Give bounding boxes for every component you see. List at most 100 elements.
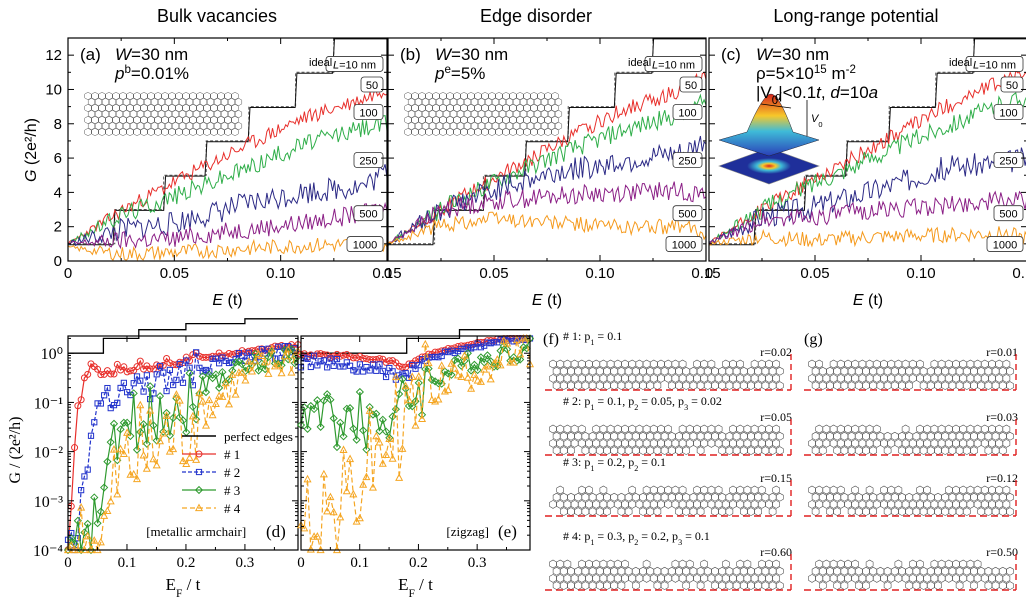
ribbon-cell (851, 559, 859, 569)
marker-diamond (486, 357, 495, 366)
ribbon-cell (991, 566, 1000, 576)
lattice-cell (435, 109, 444, 119)
ribbon-cell (750, 574, 759, 583)
ribbon-cell (905, 446, 913, 455)
ribbon-cell (678, 359, 687, 369)
lattice-cell (425, 127, 433, 137)
ribbon-cell (934, 446, 942, 455)
marker-square (212, 355, 219, 362)
ribbon-cell (596, 581, 604, 590)
ribbon-cell (765, 559, 773, 569)
lattice-cell (147, 103, 155, 113)
lattice-cell (467, 91, 475, 101)
lattice-cell (196, 103, 204, 113)
marker-square (143, 372, 150, 379)
lattice-cell (136, 121, 145, 131)
lattice-cell (140, 103, 148, 113)
ribbon-cell (984, 366, 993, 376)
length-label-box (993, 205, 1024, 222)
ribbon-cell (988, 574, 996, 583)
ribbon-cell (707, 374, 716, 383)
lattice-cell (154, 127, 162, 137)
ribbon-cell (556, 424, 564, 434)
ribbon-cell (808, 485, 816, 495)
marker-square (477, 344, 485, 351)
lattice-cell (509, 115, 517, 125)
ribbon-cell (693, 439, 701, 448)
ribbon-cell (747, 431, 755, 441)
ribbon-cell (693, 500, 701, 509)
marker-diamond (290, 359, 299, 368)
ribbon-cell (898, 492, 906, 502)
ribbon-cell (599, 559, 608, 569)
ribbon-cell (901, 574, 910, 583)
marker-square (458, 345, 465, 352)
marker-square (317, 358, 324, 365)
marker-triangle (496, 360, 505, 369)
length-label: L=10 nm (333, 59, 376, 71)
ribbon-cell (851, 485, 859, 495)
ribbon-cell (722, 574, 730, 583)
curve-1000 (67, 237, 388, 262)
marker-triangle (83, 531, 92, 540)
lattice-cell (533, 121, 542, 131)
marker-circle (166, 359, 174, 367)
ribbon-cell (995, 359, 1003, 369)
ribbon-cell (671, 439, 680, 448)
marker-triangle (270, 361, 280, 370)
ribbon-cell (599, 485, 608, 495)
ribbon-cell (678, 574, 687, 583)
lattice-cell (481, 115, 489, 125)
ribbon-cell (740, 381, 748, 390)
ribbon-cell (570, 500, 579, 509)
ribbon-cell (865, 359, 874, 369)
ribbon-cell (844, 359, 852, 369)
ribbon-cell (851, 374, 859, 383)
lattice-cell (516, 103, 524, 113)
lattice-cell (495, 103, 503, 113)
marker-triangle (100, 511, 109, 519)
ribbon-cell (776, 581, 784, 590)
ribbon-cell (581, 492, 590, 502)
marker-triangle (329, 507, 338, 516)
ribbon-cell (894, 485, 903, 495)
ribbon-cell (574, 566, 582, 576)
lattice-cell (502, 91, 510, 101)
lattice-cell (203, 127, 211, 137)
ribbon-cell (585, 500, 593, 509)
marker-triangle (290, 350, 299, 359)
marker-square (474, 340, 481, 347)
lattice-cell (432, 127, 440, 137)
ribbon-cell (729, 359, 737, 369)
lattice-cell (414, 97, 423, 107)
ribbon-cell (909, 559, 917, 569)
marker-square (412, 365, 419, 372)
ribbon-cell (844, 500, 852, 509)
series-4-curve (300, 337, 531, 551)
ribbon-cell (700, 574, 708, 583)
ribbon-cell (556, 485, 564, 495)
lattice-cell (143, 121, 152, 131)
marker-square (346, 362, 354, 369)
ribbon-cell (999, 581, 1007, 590)
lattice-cell (140, 115, 148, 125)
ribbon-lattice (808, 359, 1014, 390)
ribbon-cell (556, 559, 564, 569)
ribbon-cell (675, 566, 683, 576)
lattice-cell (227, 109, 236, 119)
ribbon-cell (668, 566, 676, 576)
ribbon-cell (811, 566, 820, 576)
ribbon-cell (707, 574, 716, 583)
ribbon-cell (736, 500, 744, 509)
marker-diamond (473, 365, 482, 375)
ribbon-cell (574, 492, 582, 502)
ribbon-cell (772, 485, 780, 495)
ribbon-cell (873, 500, 881, 509)
ribbon-cell (754, 507, 762, 516)
panel-letter-g: (g) (804, 331, 823, 348)
lattice-cell (122, 121, 131, 131)
ribbon-cell (937, 424, 946, 434)
ribbon-cell (984, 492, 993, 502)
ribbon-cell (973, 500, 982, 509)
lattice-cell (157, 97, 166, 107)
